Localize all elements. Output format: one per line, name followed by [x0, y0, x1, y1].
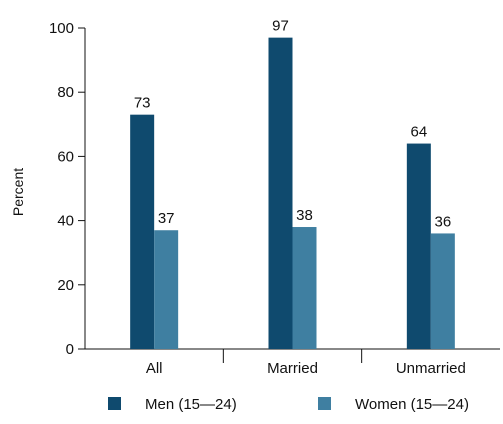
- legend-label: Women (15—24): [355, 396, 469, 413]
- x-axis: All Married Unmarried: [85, 348, 500, 377]
- y-tick-label: 20: [57, 277, 74, 294]
- y-tick-label: 60: [57, 148, 74, 165]
- data-label: 36: [434, 213, 451, 230]
- bar-series-2: [430, 233, 455, 349]
- legend-swatch: [318, 397, 331, 410]
- legend-label: Men (15—24): [145, 396, 237, 413]
- y-axis: 0 20 40 60 80 100: [49, 20, 86, 358]
- bar-series-1: [406, 143, 431, 349]
- y-tick-label: 0: [66, 341, 74, 358]
- x-category-label: Married: [267, 360, 318, 377]
- y-tick-label: 40: [57, 213, 74, 230]
- y-tick-label: 80: [57, 84, 74, 101]
- data-label: 37: [158, 210, 175, 227]
- x-category-label: All: [146, 360, 163, 377]
- legend-swatch: [108, 397, 121, 410]
- y-axis-title: Percent: [10, 168, 26, 216]
- bar-series-2: [292, 227, 317, 349]
- legend: Men (15—24) Women (15—24): [108, 396, 469, 413]
- data-label: 38: [296, 207, 313, 224]
- data-label: 64: [410, 124, 427, 141]
- data-label: 97: [272, 18, 289, 35]
- bar-series-1: [130, 114, 155, 349]
- bar-series-2: [154, 230, 179, 349]
- y-tick-label: 100: [49, 20, 74, 37]
- bar-series-1: [268, 37, 293, 349]
- data-labels: 73 37 97 38 64 36: [134, 18, 451, 231]
- bars: [130, 37, 455, 349]
- x-category-label: Unmarried: [396, 360, 466, 377]
- data-label: 73: [134, 95, 151, 112]
